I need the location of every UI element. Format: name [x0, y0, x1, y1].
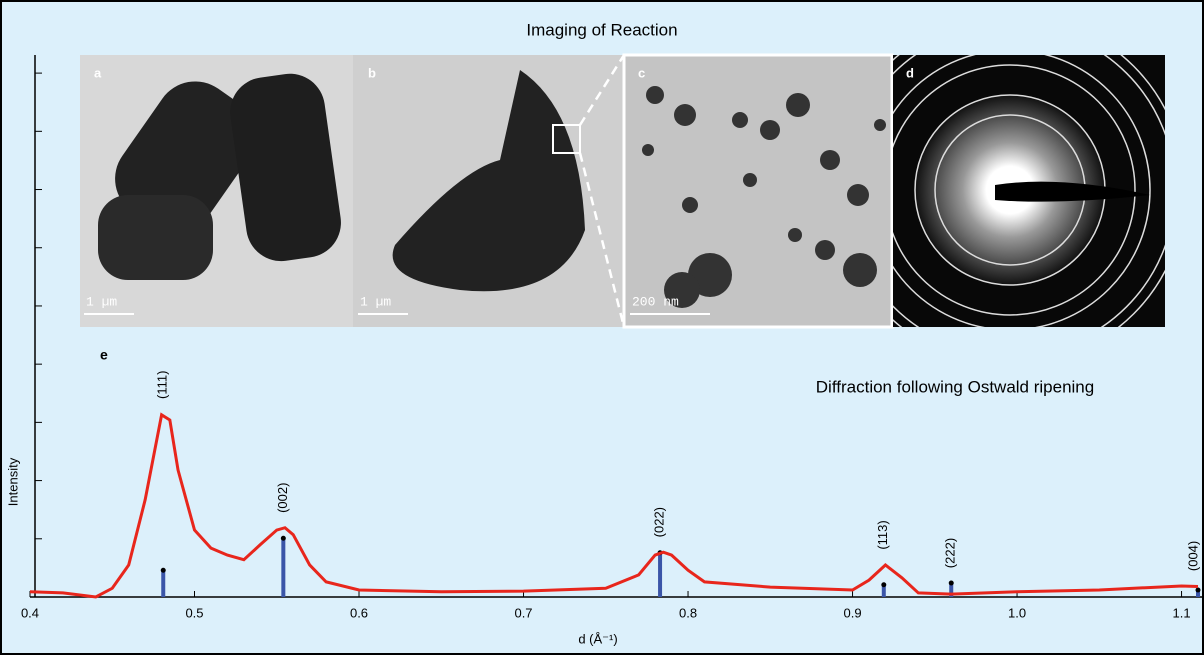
x-axis-label: d (Å⁻¹) — [578, 631, 617, 646]
stick-top — [281, 536, 286, 541]
panel-label: e — [100, 347, 108, 363]
x-tick-label: 1.0 — [1008, 605, 1026, 620]
x-tick-label: 0.9 — [843, 605, 861, 620]
scale-bar-label: 1 µm — [360, 294, 391, 309]
peak-label: (002) — [275, 483, 290, 513]
scale-bar-label: 1 µm — [86, 294, 117, 309]
panel-label: b — [368, 65, 376, 80]
x-tick-label: 1.1 — [1173, 605, 1191, 620]
figure-title: Imaging of Reaction — [526, 20, 677, 39]
figure: Imaging of Reaction a b c d 1 µm 1 µm 20… — [0, 0, 1204, 655]
y-axis-label: Intensity — [5, 457, 20, 506]
panel-label: a — [94, 65, 102, 80]
panel-label: c — [638, 65, 645, 80]
image-panels — [80, 15, 1185, 365]
stick-top — [161, 568, 166, 573]
peak-label: (113) — [875, 520, 890, 549]
x-tick-label: 0.6 — [350, 605, 368, 620]
stick-top — [949, 581, 954, 586]
peak-label: (022) — [651, 507, 666, 537]
x-tick-label: 0.8 — [679, 605, 697, 620]
panel-label: d — [906, 65, 914, 80]
x-tick-label: 0.4 — [21, 605, 39, 620]
stick-top — [881, 582, 886, 587]
peak-label: (111) — [155, 371, 170, 399]
chart-title: Diffraction following Ostwald ripening — [816, 377, 1094, 396]
stick-top — [1196, 588, 1201, 593]
x-tick-label: 0.7 — [514, 605, 532, 620]
peak-label: (004) — [1185, 541, 1200, 571]
scale-bar-label: 200 nm — [632, 294, 679, 309]
peak-label: (222) — [943, 538, 958, 568]
x-tick-label: 0.5 — [185, 605, 203, 620]
